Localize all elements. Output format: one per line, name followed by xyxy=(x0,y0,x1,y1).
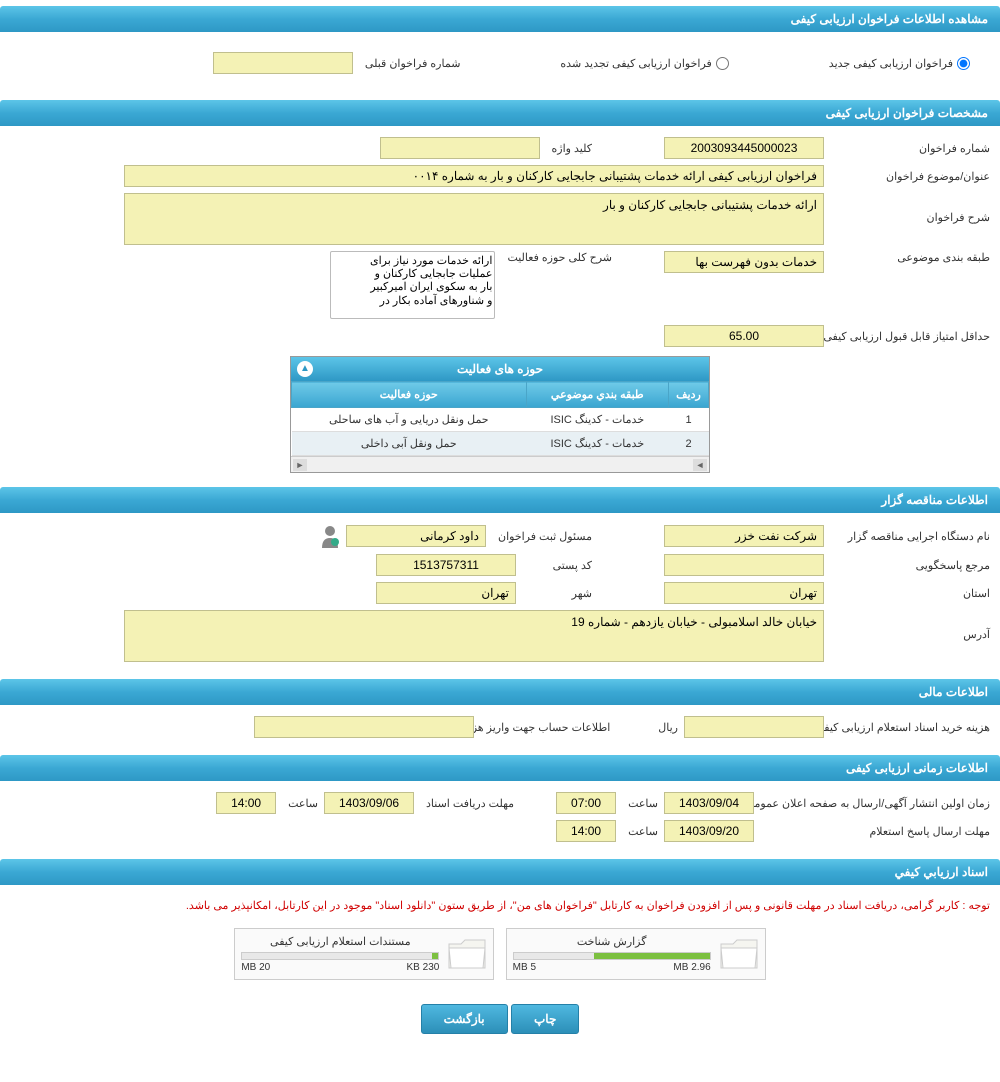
activity-table: ردیفطبقه بندي موضوعيحوزه فعاليت 1خدمات -… xyxy=(291,381,709,456)
postal-label: کد پستی xyxy=(522,559,592,572)
response-hour-label: ساعت xyxy=(622,825,658,838)
purchase-cost-input[interactable] xyxy=(684,716,824,738)
desc-textarea[interactable] xyxy=(124,193,824,245)
table-scrollbar[interactable]: ◄ ► xyxy=(291,456,709,472)
province-input[interactable] xyxy=(664,582,824,604)
header-time-info: اطلاعات زمانی ارزیابی کیفی xyxy=(0,755,1000,781)
section-radio: فراخوان ارزیابی کیفی جدید فراخوان ارزیاب… xyxy=(0,32,1000,94)
scroll-right-icon[interactable]: ► xyxy=(293,459,307,471)
section-tender: نام دستگاه اجرایی مناقصه گزار مسئول ثبت … xyxy=(0,513,1000,673)
file-box-2[interactable]: مستندات استعلام ارزیابی کیفی 230 KB 20 M… xyxy=(234,928,494,980)
currency-label: ریال xyxy=(652,721,678,734)
accountability-input[interactable] xyxy=(664,554,824,576)
accountability-label: مرجع پاسخگویی xyxy=(830,559,990,572)
subject-label: عنوان/موضوع فراخوان xyxy=(830,170,990,183)
file2-progress xyxy=(241,952,439,960)
responsible-input[interactable] xyxy=(346,525,486,547)
radio-renewed-call[interactable]: فراخوان ارزیابی کیفی تجدید شده xyxy=(560,57,728,70)
activity-table-container: حوزه های فعالیت ▲ ردیفطبقه بندي موضوعيحو… xyxy=(290,356,710,473)
receive-date-input[interactable] xyxy=(324,792,414,814)
category-input[interactable] xyxy=(664,251,824,273)
section-financial: هزینه خرید اسناد استعلام ارزیابی کیفی ری… xyxy=(0,705,1000,749)
header-financial: اطلاعات مالی xyxy=(0,679,1000,705)
header-tender-info: اطلاعات مناقصه گزار xyxy=(0,487,1000,513)
file-box-1[interactable]: گزارش شناخت 2.96 MB 5 MB xyxy=(506,928,766,980)
header-view-info: مشاهده اطلاعات فراخوان ارزیابی کیفی xyxy=(0,6,1000,32)
notice-text: توجه : کاربر گرامی، دریافت اسناد در مهلت… xyxy=(0,893,1000,918)
keyword-label: کلید واژه xyxy=(546,142,592,155)
response-label: مهلت ارسال پاسخ استعلام xyxy=(760,825,990,838)
activity-scope-select[interactable]: ارائه خدمات مورد نیاز برایعملیات جابجایی… xyxy=(330,251,495,319)
receive-label: مهلت دریافت اسناد xyxy=(420,797,514,810)
city-label: شهر xyxy=(522,587,592,600)
publish-label: زمان اولین انتشار آگهی/ارسال به صفحه اعل… xyxy=(760,797,990,810)
file1-total: 5 MB xyxy=(513,962,536,973)
call-number-input[interactable] xyxy=(664,137,824,159)
prev-call-num-label: شماره فراخوان قبلی xyxy=(359,57,461,70)
publish-time-input[interactable] xyxy=(556,792,616,814)
address-textarea[interactable] xyxy=(124,610,824,662)
org-label: نام دستگاه اجرایی مناقصه گزار xyxy=(830,530,990,543)
org-input[interactable] xyxy=(664,525,824,547)
file1-name: گزارش شناخت xyxy=(513,935,711,948)
receive-time-input[interactable] xyxy=(216,792,276,814)
subject-input[interactable] xyxy=(124,165,824,187)
folder-icon xyxy=(719,936,759,972)
file2-total: 20 MB xyxy=(241,962,270,973)
response-time-input[interactable] xyxy=(556,820,616,842)
radio-renewed-call-label: فراخوان ارزیابی کیفی تجدید شده xyxy=(560,57,711,70)
province-label: استان xyxy=(830,587,990,600)
section-documents: توجه : کاربر گرامی، دریافت اسناد در مهلت… xyxy=(0,885,1000,1062)
account-info-input[interactable] xyxy=(254,716,474,738)
receive-hour-label: ساعت xyxy=(282,797,318,810)
section-spec: شماره فراخوان کلید واژه عنوان/موضوع فراخ… xyxy=(0,126,1000,481)
file2-name: مستندات استعلام ارزیابی کیفی xyxy=(241,935,439,948)
file2-used: 230 KB xyxy=(407,962,440,973)
publish-hour-label: ساعت xyxy=(622,797,658,810)
activity-table-title: حوزه های فعالیت ▲ xyxy=(291,357,709,381)
category-label: طبقه بندی موضوعی xyxy=(830,251,990,264)
keyword-input[interactable] xyxy=(380,137,540,159)
radio-renewed-call-input[interactable] xyxy=(716,57,729,70)
responsible-label: مسئول ثبت فراخوان xyxy=(492,530,592,543)
account-info-label: اطلاعات حساب جهت واریز هزینه خرید اسناد xyxy=(480,721,610,734)
scroll-left-icon[interactable]: ◄ xyxy=(693,459,707,471)
activity-scope-label: شرح کلی حوزه فعالیت xyxy=(501,251,612,264)
back-button[interactable]: بازگشت xyxy=(421,1004,508,1034)
collapse-icon[interactable]: ▲ xyxy=(297,361,313,377)
activity-table-title-text: حوزه های فعالیت xyxy=(457,362,543,376)
postal-input[interactable] xyxy=(376,554,516,576)
radio-new-call-label: فراخوان ارزیابی کیفی جدید xyxy=(829,57,953,70)
purchase-cost-label: هزینه خرید اسناد استعلام ارزیابی کیفی xyxy=(830,721,990,734)
min-score-input[interactable] xyxy=(664,325,824,347)
radio-new-call[interactable]: فراخوان ارزیابی کیفی جدید xyxy=(829,57,970,70)
prev-call-num-input[interactable] xyxy=(213,52,353,74)
folder-icon xyxy=(447,936,487,972)
user-icon xyxy=(320,524,340,548)
table-row[interactable]: 2خدمات - کدینگ ISICحمل ونقل آبی داخلی xyxy=(292,432,709,456)
response-date-input[interactable] xyxy=(664,820,754,842)
file1-used: 2.96 MB xyxy=(673,962,710,973)
header-documents: اسناد ارزيابي کيفي xyxy=(0,859,1000,885)
section-time: زمان اولین انتشار آگهی/ارسال به صفحه اعل… xyxy=(0,781,1000,853)
desc-label: شرح فراخوان xyxy=(830,193,990,224)
address-label: آدرس xyxy=(830,610,990,641)
publish-date-input[interactable] xyxy=(664,792,754,814)
city-input[interactable] xyxy=(376,582,516,604)
table-row[interactable]: 1خدمات - کدینگ ISICحمل ونقل دریایی و آب … xyxy=(292,408,709,432)
call-number-label: شماره فراخوان xyxy=(830,142,990,155)
min-score-label: حداقل امتیاز قابل قبول ارزیابی کیفی xyxy=(830,330,990,343)
file1-progress xyxy=(513,952,711,960)
print-button[interactable]: چاپ xyxy=(511,1004,579,1034)
header-spec: مشخصات فراخوان ارزیابی کیفی xyxy=(0,100,1000,126)
radio-new-call-input[interactable] xyxy=(957,57,970,70)
